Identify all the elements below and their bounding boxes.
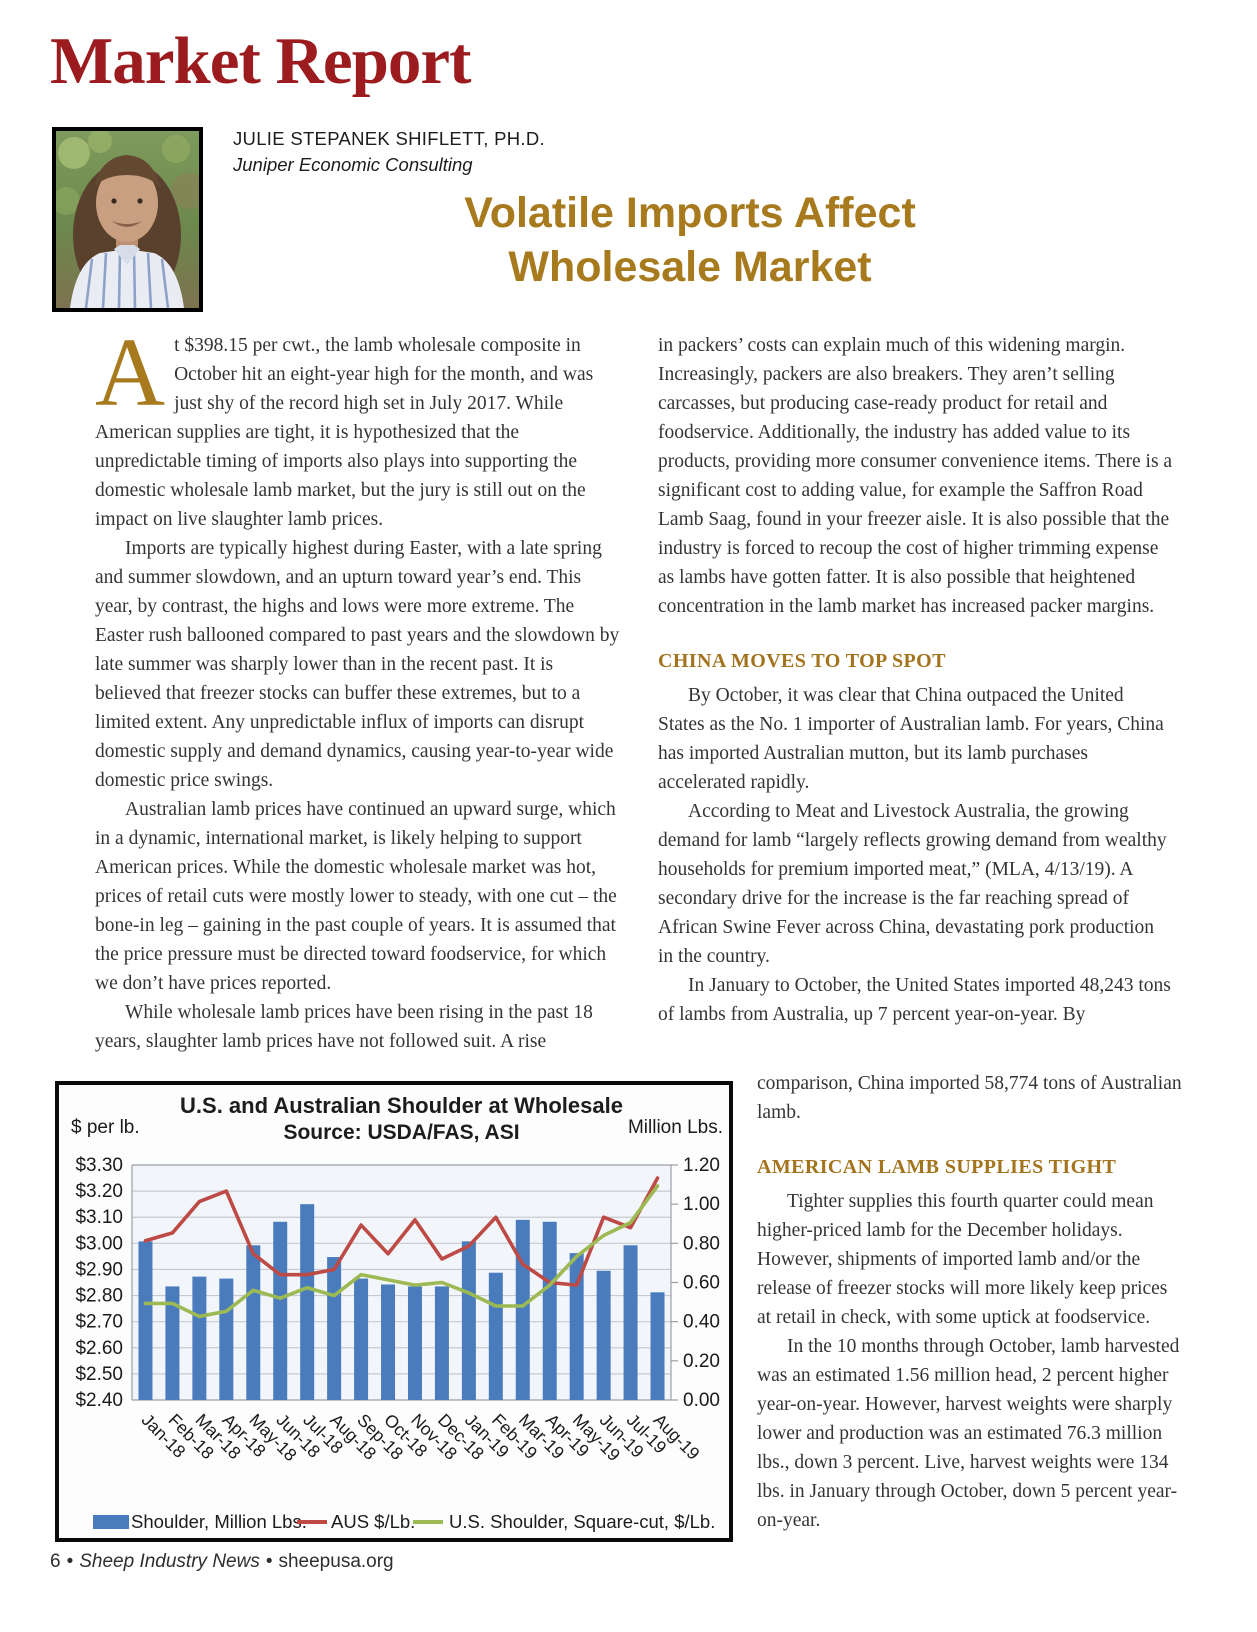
paragraph: in packers’ costs can explain much of th… xyxy=(658,335,1173,617)
svg-text:0.60: 0.60 xyxy=(683,1273,720,1294)
author-name: JULIE STEPANEK SHIFLETT, PH.D. xyxy=(233,128,545,149)
svg-text:AUS $/Lb.: AUS $/Lb. xyxy=(331,1511,415,1532)
section-heading-american: AMERICAN LAMB SUPPLIES TIGHT xyxy=(757,1156,1117,1178)
line-series xyxy=(143,1184,660,1319)
svg-text:$2.90: $2.90 xyxy=(75,1259,123,1280)
headline-line-1: Volatile Imports Affect xyxy=(464,189,916,237)
combo-chart-svg: $3.30 $3.20 $3.10 $3.00 $2.90 $2.80 $2.70 $2.60… xyxy=(71,1093,723,1532)
paragraph: In the 10 months through October, lamb h… xyxy=(757,1336,1180,1531)
paragraph: According to Meat and Livestock Australi… xyxy=(658,801,1167,967)
author-photo-illustration xyxy=(56,131,199,308)
page-title: Market Report xyxy=(50,24,471,98)
paragraph: Imports are typically highest during Eas… xyxy=(95,538,620,791)
byline: JULIE STEPANEK SHIFLETT, PH.D. Juniper E… xyxy=(233,128,545,176)
svg-text:Source: USDA/FAS, ASI: Source: USDA/FAS, ASI xyxy=(283,1121,519,1144)
svg-text:0.00: 0.00 xyxy=(683,1390,720,1411)
svg-text:$2.50: $2.50 xyxy=(75,1364,123,1385)
svg-text:$3.10: $3.10 xyxy=(75,1207,123,1228)
svg-text:$2.80: $2.80 xyxy=(75,1286,123,1307)
page-footer: 6 • Sheep Industry News • sheepusa.org xyxy=(50,1551,394,1573)
svg-text:0.80: 0.80 xyxy=(683,1233,720,1254)
svg-text:1.00: 1.00 xyxy=(683,1194,720,1215)
svg-text:0.40: 0.40 xyxy=(683,1312,720,1333)
svg-text:1.20: 1.20 xyxy=(683,1155,720,1176)
svg-text:$2.60: $2.60 xyxy=(75,1338,123,1359)
paragraph: While wholesale lamb prices have been ri… xyxy=(95,1002,593,1052)
svg-text:$3.30: $3.30 xyxy=(75,1155,123,1176)
footer-separator: • xyxy=(265,1551,273,1572)
svg-text:$3.00: $3.00 xyxy=(75,1233,123,1254)
paragraph: comparison, China imported 58,774 tons o… xyxy=(757,1073,1182,1123)
paragraph: By October, it was clear that China outp… xyxy=(658,685,1164,793)
wholesale-price-chart: $3.30 $3.20 $3.10 $3.00 $2.90 $2.80 $2.70 $2.60… xyxy=(55,1081,733,1542)
website-link[interactable]: sheepusa.org xyxy=(278,1551,394,1572)
article-headline: Volatile Imports Affect Wholesale Market xyxy=(370,186,1010,294)
svg-text:Million Lbs.: Million Lbs. xyxy=(628,1117,723,1138)
line-series xyxy=(143,1176,660,1287)
article-column-2-upper: in packers’ costs can explain much of th… xyxy=(658,331,1174,1029)
svg-text:$3.20: $3.20 xyxy=(75,1181,123,1202)
drop-cap: A xyxy=(95,319,166,426)
svg-text:U.S. and Australian Shoulder a: U.S. and Australian Shoulder at Wholesal… xyxy=(180,1093,623,1118)
svg-text:U.S. Shoulder, Square-cut, $/L: U.S. Shoulder, Square-cut, $/Lb. xyxy=(449,1511,715,1532)
paragraph: Tighter supplies this fourth quarter cou… xyxy=(757,1191,1168,1328)
svg-text:0.20: 0.20 xyxy=(683,1351,720,1372)
paragraph: Australian lamb prices have continued an… xyxy=(95,799,617,994)
author-organization: Juniper Economic Consulting xyxy=(233,154,473,175)
page-number: 6 xyxy=(50,1551,61,1572)
section-heading-china: CHINA MOVES TO TOP SPOT xyxy=(658,650,946,672)
publication-name: Sheep Industry News xyxy=(79,1551,260,1572)
svg-text:$2.70: $2.70 xyxy=(75,1312,123,1333)
svg-text:Shoulder, Million Lbs.: Shoulder, Million Lbs. xyxy=(131,1511,307,1532)
headline-line-2: Wholesale Market xyxy=(508,243,872,291)
svg-text:$2.40: $2.40 xyxy=(75,1390,123,1411)
article-column-2-lower: comparison, China imported 58,774 tons o… xyxy=(757,1069,1185,1535)
paragraph: In January to October, the United States… xyxy=(658,975,1171,1025)
svg-text:$ per lb.: $ per lb. xyxy=(71,1117,140,1138)
author-photo xyxy=(52,127,203,312)
paragraph-text: t $398.15 per cwt., the lamb wholesale c… xyxy=(95,335,594,530)
footer-separator: • xyxy=(66,1551,74,1572)
